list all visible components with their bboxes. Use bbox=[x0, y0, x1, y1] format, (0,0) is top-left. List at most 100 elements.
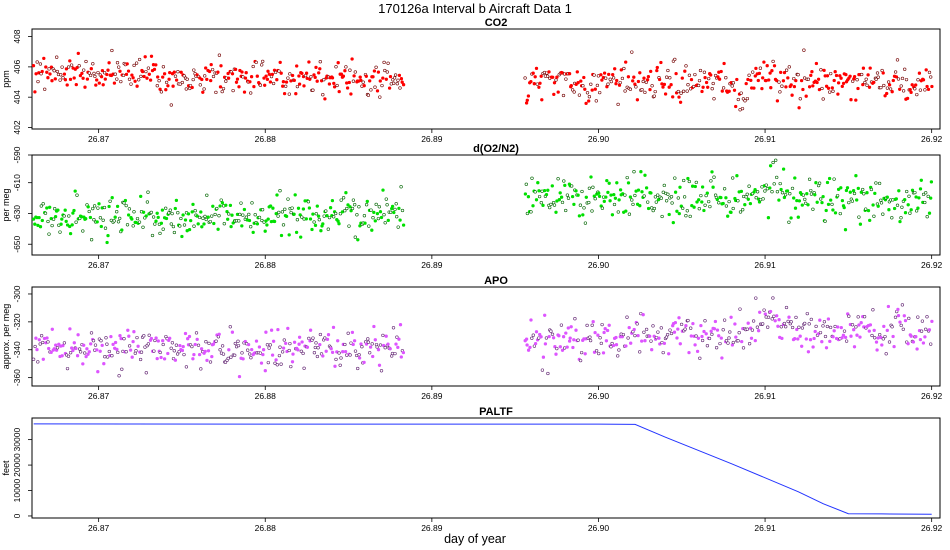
data-point-d-o2-n2 bbox=[848, 190, 852, 194]
data-point-apo bbox=[607, 323, 611, 327]
data-point-apo bbox=[111, 342, 115, 347]
data-point-d-o2-n2 bbox=[372, 210, 376, 215]
data-point-co2 bbox=[926, 87, 931, 92]
data-point-co2 bbox=[652, 94, 656, 98]
data-point-co2 bbox=[930, 84, 934, 89]
data-point-d-o2-n2 bbox=[338, 212, 343, 216]
data-point-apo bbox=[821, 324, 825, 328]
data-point-co2 bbox=[119, 79, 123, 84]
data-point-d-o2-n2 bbox=[174, 198, 179, 203]
data-point-co2 bbox=[148, 78, 153, 82]
data-point-d-o2-n2 bbox=[563, 183, 567, 188]
data-point-d-o2-n2 bbox=[805, 192, 809, 196]
data-point-apo bbox=[76, 333, 80, 337]
data-point-apo bbox=[721, 328, 725, 332]
data-point-d-o2-n2 bbox=[549, 202, 553, 207]
data-point-apo bbox=[214, 339, 218, 343]
data-point-d-o2-n2 bbox=[88, 215, 93, 220]
data-point-co2 bbox=[642, 76, 646, 80]
data-point-apo bbox=[381, 343, 386, 348]
data-point-co2 bbox=[756, 78, 760, 83]
data-point-apo bbox=[657, 336, 661, 340]
data-point-apo bbox=[144, 371, 148, 375]
data-point-apo bbox=[280, 350, 285, 354]
data-point-d-o2-n2 bbox=[371, 216, 375, 220]
data-point-apo bbox=[38, 342, 42, 346]
data-point-co2 bbox=[139, 74, 143, 79]
data-point-d-o2-n2 bbox=[833, 211, 838, 215]
data-point-co2 bbox=[36, 79, 40, 84]
data-point-d-o2-n2 bbox=[240, 224, 244, 228]
data-point-apo bbox=[867, 329, 871, 333]
data-point-apo bbox=[109, 334, 113, 339]
data-point-co2 bbox=[311, 88, 315, 92]
data-point-d-o2-n2 bbox=[903, 211, 908, 215]
data-point-apo bbox=[898, 320, 902, 324]
data-point-d-o2-n2 bbox=[855, 198, 859, 202]
data-point-apo bbox=[909, 334, 913, 338]
data-point-apo bbox=[617, 348, 621, 352]
data-point-co2 bbox=[799, 78, 804, 83]
data-point-d-o2-n2 bbox=[127, 207, 132, 211]
data-point-apo bbox=[689, 326, 693, 330]
data-point-apo bbox=[162, 357, 167, 361]
data-point-d-o2-n2 bbox=[803, 197, 807, 202]
data-point-co2 bbox=[42, 56, 46, 61]
data-point-apo bbox=[707, 336, 712, 341]
data-point-apo bbox=[601, 351, 606, 355]
data-point-d-o2-n2 bbox=[144, 214, 148, 218]
data-point-apo bbox=[676, 327, 680, 331]
data-point-apo bbox=[728, 330, 732, 334]
data-point-apo bbox=[539, 335, 543, 339]
data-point-co2 bbox=[38, 62, 43, 66]
data-point-d-o2-n2 bbox=[339, 198, 343, 202]
data-point-co2 bbox=[214, 90, 218, 95]
data-point-apo bbox=[571, 345, 575, 350]
data-point-apo bbox=[903, 318, 908, 323]
data-point-co2 bbox=[161, 65, 166, 69]
data-point-co2 bbox=[768, 71, 772, 75]
data-point-co2 bbox=[815, 80, 819, 85]
data-point-d-o2-n2 bbox=[247, 212, 251, 217]
data-point-co2 bbox=[366, 93, 371, 97]
data-point-d-o2-n2 bbox=[151, 215, 156, 219]
data-point-co2 bbox=[68, 77, 73, 82]
data-point-d-o2-n2 bbox=[560, 200, 565, 205]
data-point-co2 bbox=[891, 78, 895, 83]
data-point-apo bbox=[787, 315, 791, 319]
data-point-co2 bbox=[917, 71, 922, 75]
data-point-apo bbox=[591, 320, 595, 324]
data-point-apo bbox=[813, 329, 817, 334]
data-point-co2 bbox=[716, 75, 720, 79]
data-point-d-o2-n2 bbox=[228, 203, 233, 208]
data-point-co2 bbox=[386, 61, 390, 65]
data-point-co2 bbox=[143, 55, 147, 59]
data-point-apo bbox=[391, 326, 396, 330]
data-point-apo bbox=[525, 343, 529, 347]
data-point-co2 bbox=[678, 100, 683, 104]
data-point-d-o2-n2 bbox=[67, 214, 71, 218]
data-point-co2 bbox=[539, 74, 543, 78]
data-point-apo bbox=[673, 320, 678, 325]
data-point-apo bbox=[31, 357, 36, 361]
data-point-co2 bbox=[556, 90, 560, 94]
data-point-co2 bbox=[526, 94, 531, 98]
data-point-co2 bbox=[923, 88, 927, 92]
data-point-d-o2-n2 bbox=[821, 194, 825, 199]
data-point-apo bbox=[248, 352, 252, 356]
data-point-co2 bbox=[630, 50, 634, 54]
data-point-co2 bbox=[172, 70, 176, 74]
data-point-apo bbox=[695, 349, 700, 354]
data-point-d-o2-n2 bbox=[879, 198, 883, 202]
data-point-co2 bbox=[371, 75, 375, 79]
data-point-d-o2-n2 bbox=[308, 217, 313, 221]
data-point-co2 bbox=[707, 76, 711, 81]
data-point-d-o2-n2 bbox=[199, 210, 203, 214]
data-point-co2 bbox=[613, 67, 617, 71]
data-point-d-o2-n2 bbox=[99, 224, 103, 229]
data-point-d-o2-n2 bbox=[640, 190, 644, 194]
data-point-co2 bbox=[258, 83, 263, 87]
data-point-co2 bbox=[673, 57, 677, 62]
data-point-co2 bbox=[655, 68, 659, 73]
data-point-apo bbox=[193, 342, 197, 347]
